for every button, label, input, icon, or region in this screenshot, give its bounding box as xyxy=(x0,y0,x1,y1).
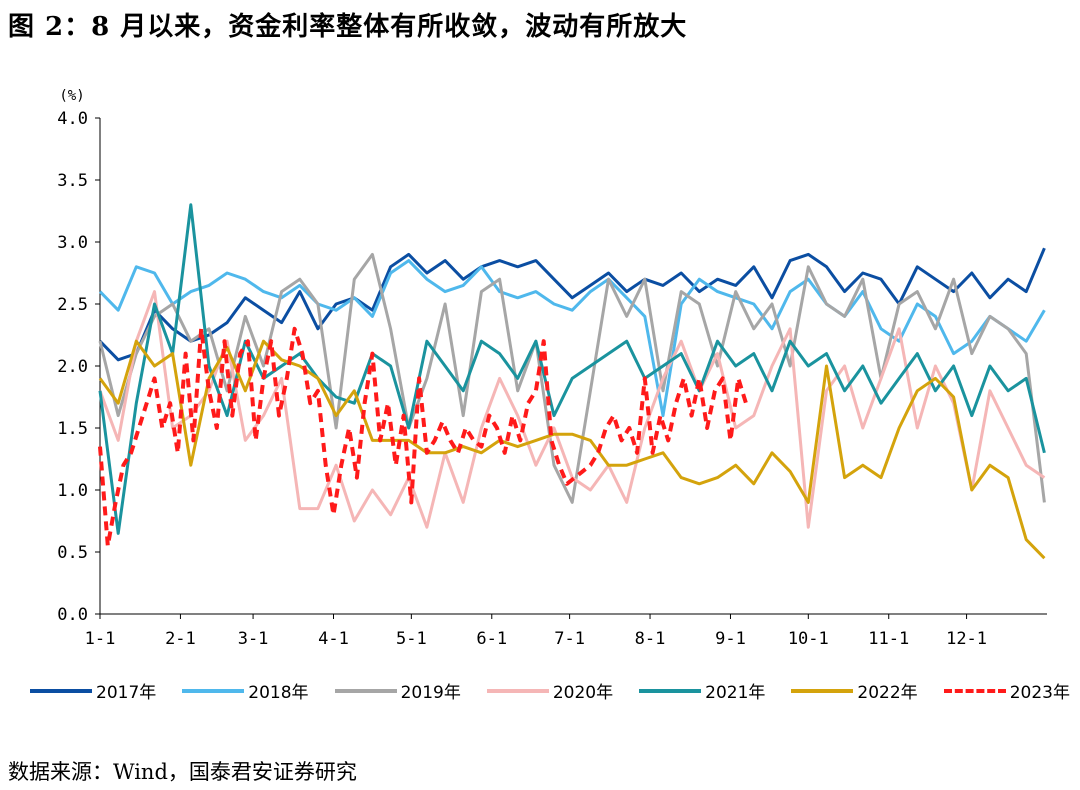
series-line-7 xyxy=(98,326,748,548)
legend-item-4: 2020年 xyxy=(486,678,614,703)
legend-label: 2022年 xyxy=(857,683,918,703)
y-tick-label: 0.0 xyxy=(57,605,88,625)
series-line-5 xyxy=(98,203,1046,535)
legend-item-1: 2017年 xyxy=(30,678,156,703)
legend-swatch xyxy=(943,688,1006,693)
series-line-6 xyxy=(98,339,1046,560)
chart-axes: 0.0 0.5 1.0 1.5 2.0 2.5 3.0 3.5 4.0 1-1 2-1 3-1 4-1 5… xyxy=(57,109,1047,649)
legend-swatch xyxy=(486,688,549,693)
legend-item-5: 2021年 xyxy=(639,678,765,703)
series-line-3 xyxy=(98,252,1046,504)
legend-swatch xyxy=(182,688,245,693)
line-chart: (%) 0.0 0.5 1.0 1.5 2.0 2.5 3.0 3.5 4.0 1-1 2-1 3-1… xyxy=(57,88,1047,649)
y-tick-label: 2.5 xyxy=(57,295,88,315)
x-tick-label: 3-1 xyxy=(238,629,269,649)
y-tick-label: 0.5 xyxy=(57,543,88,563)
legend-item-3: 2019年 xyxy=(334,678,461,703)
legend-swatch xyxy=(791,688,854,693)
legend-label: 2018年 xyxy=(248,683,309,703)
series-line-1 xyxy=(98,247,1046,362)
y-tick-label: 3.0 xyxy=(57,233,88,253)
legend-swatch xyxy=(334,688,397,693)
legend-swatch xyxy=(639,688,702,693)
x-tick-label: 12-1 xyxy=(946,629,987,649)
legend-label: 2019年 xyxy=(400,683,461,703)
x-tick-label: 2-1 xyxy=(165,629,196,649)
x-tick-label: 8-1 xyxy=(635,629,666,649)
y-tick-label: 2.0 xyxy=(57,357,88,377)
x-tick-label: 4-1 xyxy=(318,629,349,649)
legend-swatch xyxy=(30,688,92,693)
chart-legend: 2017年 2018年 2019年 2020年 2021年 2022年 2023年 xyxy=(30,678,1070,703)
legend-item-2: 2018年 xyxy=(182,678,309,703)
legend-label: 2020年 xyxy=(552,683,614,703)
y-axis-unit-label: (%) xyxy=(59,88,84,104)
legend-item-7: 2023年 xyxy=(943,678,1070,703)
legend-item-6: 2022年 xyxy=(791,678,918,703)
y-tick-label: 1.0 xyxy=(57,481,88,501)
y-tick-label: 3.5 xyxy=(57,171,88,191)
x-tick-label: 7-1 xyxy=(554,629,585,649)
x-tick-label: 11-1 xyxy=(868,629,909,649)
x-tick-label: 9-1 xyxy=(715,629,746,649)
legend-label: 2017年 xyxy=(96,683,157,703)
x-tick-label: 10-1 xyxy=(788,629,829,649)
y-tick-label: 1.5 xyxy=(57,419,88,439)
legend-label: 2023年 xyxy=(1009,683,1070,703)
series-line-2 xyxy=(98,259,1046,418)
x-tick-label: 5-1 xyxy=(396,629,427,649)
legend-label: 2021年 xyxy=(705,683,766,703)
figure-title: 图 2：8 月以来，资金利率整体有所收敛，波动有所放大 xyxy=(8,12,688,42)
y-tick-label: 4.0 xyxy=(57,109,88,129)
data-source-note: 数据来源：Wind，国泰君安证券研究 xyxy=(8,760,357,784)
chart-series-lines xyxy=(98,203,1046,560)
x-tick-label: 6-1 xyxy=(476,629,507,649)
x-tick-label: 1-1 xyxy=(85,629,116,649)
